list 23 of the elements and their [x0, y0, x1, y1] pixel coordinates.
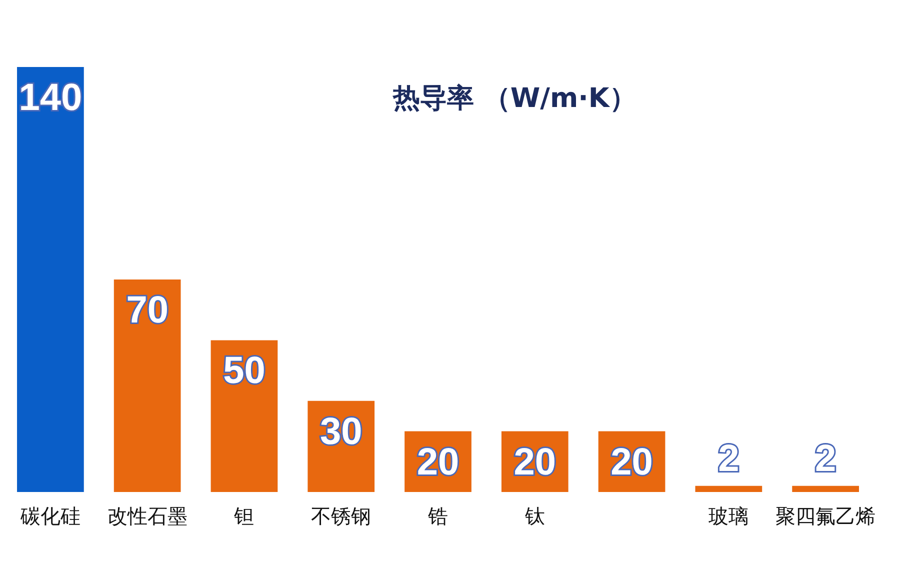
bar — [210, 340, 278, 492]
x-tick-label: 锆 — [427, 504, 448, 528]
bar — [792, 486, 859, 492]
data-label: 30 — [320, 410, 362, 453]
x-tick-label: 碳化硅 — [19, 504, 80, 528]
data-label: 70 — [126, 290, 168, 332]
bar — [695, 486, 762, 492]
data-label: 50 — [223, 350, 266, 392]
x-tick-label: 玻璃 — [708, 504, 749, 528]
bar — [17, 67, 84, 492]
x-tick-label: 聚四氟乙烯 — [776, 504, 876, 528]
data-label: 20 — [416, 441, 460, 484]
data-label: 20 — [610, 441, 653, 484]
x-tick-label: 不锈钢 — [311, 504, 372, 528]
text: 热导率 （W/m·K） — [392, 83, 636, 114]
x-tick-label: 钽 — [233, 504, 254, 528]
x-tick-label: 改性石墨 — [107, 504, 188, 528]
data-label: 20 — [514, 441, 556, 484]
x-tick-label: 钛 — [524, 504, 545, 528]
data-label: 140 — [18, 77, 82, 119]
bar — [114, 280, 181, 492]
data-label: 2 — [814, 438, 836, 480]
data-label: 2 — [718, 438, 740, 480]
